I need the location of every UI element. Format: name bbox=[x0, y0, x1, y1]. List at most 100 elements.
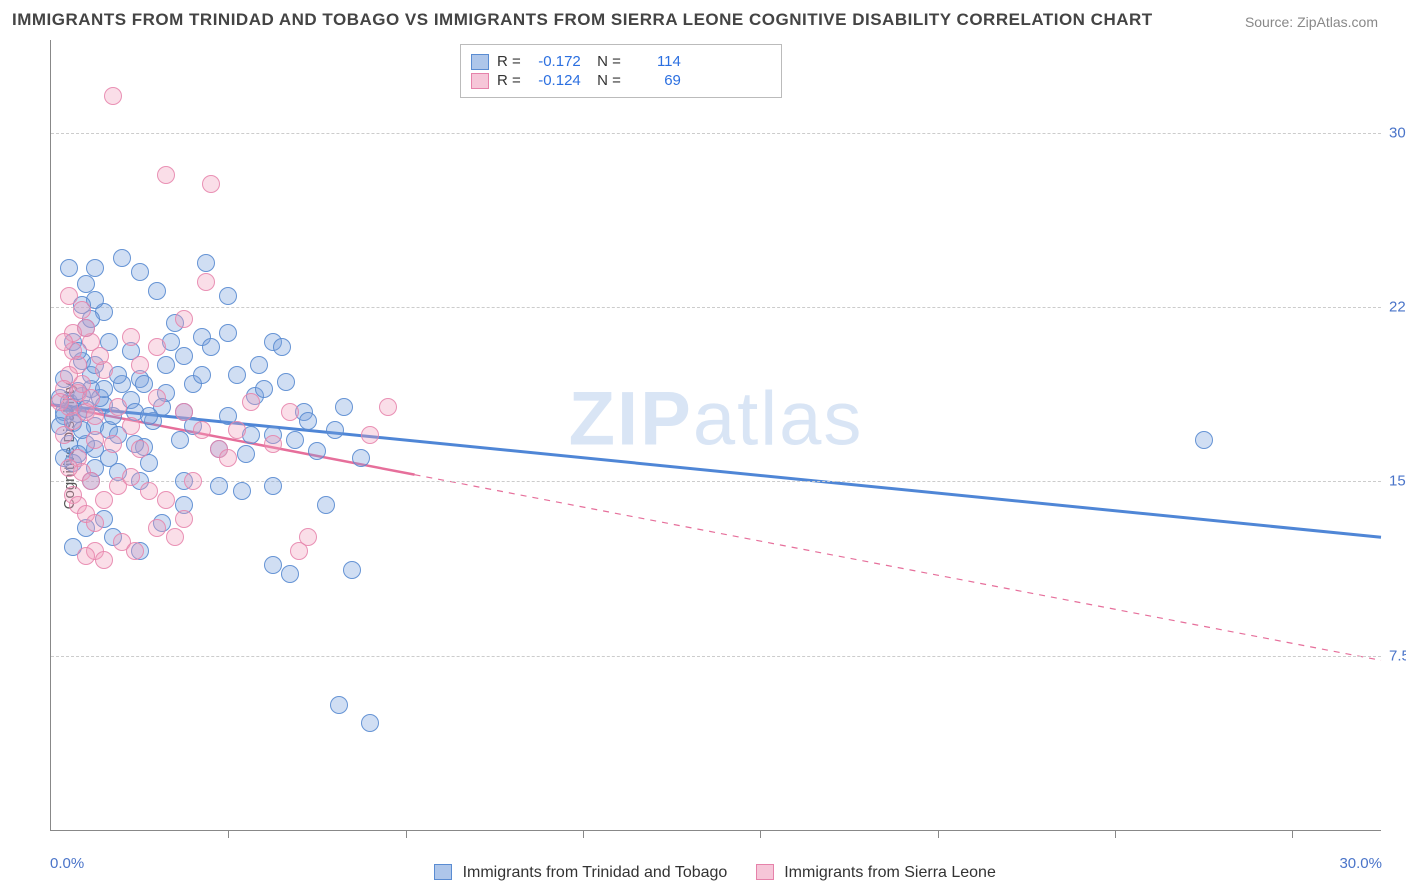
point-series-2 bbox=[299, 528, 317, 546]
stats-legend: R = -0.172 N = 114 R = -0.124 N = 69 bbox=[460, 44, 782, 98]
point-series-2 bbox=[104, 87, 122, 105]
point-series-1 bbox=[233, 482, 251, 500]
point-series-2 bbox=[166, 528, 184, 546]
point-series-1 bbox=[352, 449, 370, 467]
point-series-2 bbox=[219, 449, 237, 467]
source-label: Source: ZipAtlas.com bbox=[1245, 14, 1378, 30]
point-series-1 bbox=[361, 714, 379, 732]
stats-r-1: -0.172 bbox=[529, 53, 581, 70]
point-series-1 bbox=[113, 249, 131, 267]
x-minor-tick bbox=[228, 830, 229, 838]
point-series-2 bbox=[242, 393, 260, 411]
point-series-2 bbox=[140, 482, 158, 500]
stats-row-1: R = -0.172 N = 114 bbox=[471, 53, 771, 70]
x-left-label: 0.0% bbox=[50, 855, 84, 872]
point-series-1 bbox=[219, 287, 237, 305]
gridline-h bbox=[51, 481, 1381, 482]
x-minor-tick bbox=[760, 830, 761, 838]
point-series-1 bbox=[250, 356, 268, 374]
chart-title: IMMIGRANTS FROM TRINIDAD AND TOBAGO VS I… bbox=[12, 10, 1153, 30]
gridline-h bbox=[51, 307, 1381, 308]
point-series-1 bbox=[335, 398, 353, 416]
point-series-1 bbox=[148, 282, 166, 300]
stats-r-label: R = bbox=[497, 72, 521, 89]
point-series-1 bbox=[326, 421, 344, 439]
stats-n-label: N = bbox=[589, 72, 621, 89]
point-series-1 bbox=[273, 338, 291, 356]
point-series-2 bbox=[264, 435, 282, 453]
point-series-2 bbox=[122, 468, 140, 486]
trendline-series-1 bbox=[51, 405, 1381, 537]
point-series-1 bbox=[330, 696, 348, 714]
x-minor-tick bbox=[1115, 830, 1116, 838]
point-series-2 bbox=[148, 389, 166, 407]
point-series-2 bbox=[193, 421, 211, 439]
point-series-1 bbox=[77, 275, 95, 293]
stats-r-label: R = bbox=[497, 53, 521, 70]
point-series-1 bbox=[197, 254, 215, 272]
point-series-2 bbox=[73, 301, 91, 319]
point-series-1 bbox=[237, 445, 255, 463]
x-minor-tick bbox=[938, 830, 939, 838]
swatch-series-2 bbox=[471, 73, 489, 89]
trendline-series-2-extrapolated bbox=[415, 475, 1381, 661]
point-series-2 bbox=[122, 328, 140, 346]
point-series-2 bbox=[55, 333, 73, 351]
point-series-1 bbox=[202, 338, 220, 356]
point-series-1 bbox=[299, 412, 317, 430]
point-series-1 bbox=[171, 431, 189, 449]
point-series-2 bbox=[77, 547, 95, 565]
point-series-2 bbox=[60, 459, 78, 477]
point-series-2 bbox=[131, 440, 149, 458]
point-series-1 bbox=[140, 407, 158, 425]
stats-row-2: R = -0.124 N = 69 bbox=[471, 72, 771, 89]
legend-label-2: Immigrants from Sierra Leone bbox=[784, 864, 996, 881]
plot-area: ZIPatlas 7.5%15.0%22.5%30.0% bbox=[50, 40, 1381, 831]
point-series-2 bbox=[86, 431, 104, 449]
point-series-2 bbox=[184, 472, 202, 490]
point-series-1 bbox=[60, 259, 78, 277]
stats-n-label: N = bbox=[589, 53, 621, 70]
point-series-2 bbox=[86, 407, 104, 425]
point-series-2 bbox=[157, 166, 175, 184]
point-series-1 bbox=[343, 561, 361, 579]
point-series-1 bbox=[210, 477, 228, 495]
point-series-2 bbox=[109, 398, 127, 416]
point-series-2 bbox=[175, 310, 193, 328]
point-series-2 bbox=[82, 472, 100, 490]
y-tick-label: 22.5% bbox=[1389, 299, 1406, 316]
point-series-2 bbox=[122, 417, 140, 435]
legend-swatch-2 bbox=[756, 864, 774, 880]
point-series-1 bbox=[264, 556, 282, 574]
point-series-2 bbox=[175, 403, 193, 421]
point-series-1 bbox=[228, 366, 246, 384]
point-series-1 bbox=[277, 373, 295, 391]
x-minor-tick bbox=[406, 830, 407, 838]
point-series-2 bbox=[202, 175, 220, 193]
point-series-2 bbox=[86, 514, 104, 532]
x-minor-tick bbox=[583, 830, 584, 838]
point-series-2 bbox=[95, 491, 113, 509]
point-series-2 bbox=[51, 393, 69, 411]
point-series-1 bbox=[157, 356, 175, 374]
point-series-2 bbox=[95, 551, 113, 569]
point-series-1 bbox=[317, 496, 335, 514]
point-series-1 bbox=[308, 442, 326, 460]
point-series-2 bbox=[175, 510, 193, 528]
point-series-1 bbox=[286, 431, 304, 449]
point-series-1 bbox=[1195, 431, 1213, 449]
point-series-2 bbox=[379, 398, 397, 416]
point-series-2 bbox=[281, 403, 299, 421]
point-series-1 bbox=[175, 347, 193, 365]
y-tick-label: 15.0% bbox=[1389, 473, 1406, 490]
point-series-2 bbox=[228, 421, 246, 439]
stats-n-2: 69 bbox=[629, 72, 681, 89]
stats-r-2: -0.124 bbox=[529, 72, 581, 89]
bottom-legend: Immigrants from Trinidad and Tobago Immi… bbox=[0, 864, 1406, 882]
y-tick-label: 7.5% bbox=[1389, 647, 1406, 664]
point-series-2 bbox=[157, 491, 175, 509]
point-series-1 bbox=[219, 324, 237, 342]
point-series-1 bbox=[255, 380, 273, 398]
point-series-2 bbox=[148, 338, 166, 356]
legend-label-1: Immigrants from Trinidad and Tobago bbox=[463, 864, 728, 881]
